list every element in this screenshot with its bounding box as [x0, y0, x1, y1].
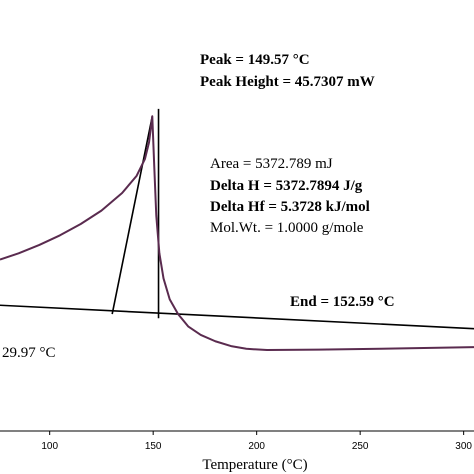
end-annotation: End = 152.59 °C [290, 294, 395, 310]
x-tick-label: 150 [145, 441, 162, 452]
construction-line-1 [0, 304, 474, 330]
x-axis-title: Temperature (°C) [202, 457, 307, 473]
series-line-1 [0, 115, 474, 352]
construction-lines-layer [0, 108, 474, 330]
x-ticks-layer: 100 150 200 250 300 [41, 431, 472, 452]
x-tick-label: 300 [455, 441, 472, 452]
x-tick-label: 250 [352, 441, 369, 452]
x-tick-label: 100 [41, 441, 58, 452]
peak-annotation: Peak = 149.57 °C [200, 52, 310, 68]
x-tick-label: 200 [248, 441, 265, 452]
peak-height-annotation: Peak Height = 45.7307 mW [200, 74, 375, 90]
area-annotation: Area = 5372.789 mJ [210, 156, 333, 172]
mol-wt-annotation: Mol.Wt. = 1.0000 g/mole [210, 220, 364, 236]
delta-h-annotation: Delta H = 5372.7894 J/g [210, 178, 363, 194]
delta-hf-annotation: Delta Hf = 5.3728 kJ/mol [210, 199, 370, 215]
construction-line-2 [111, 116, 154, 315]
series-layer [0, 115, 474, 352]
onset-annotation: 29.97 °C [2, 345, 56, 361]
